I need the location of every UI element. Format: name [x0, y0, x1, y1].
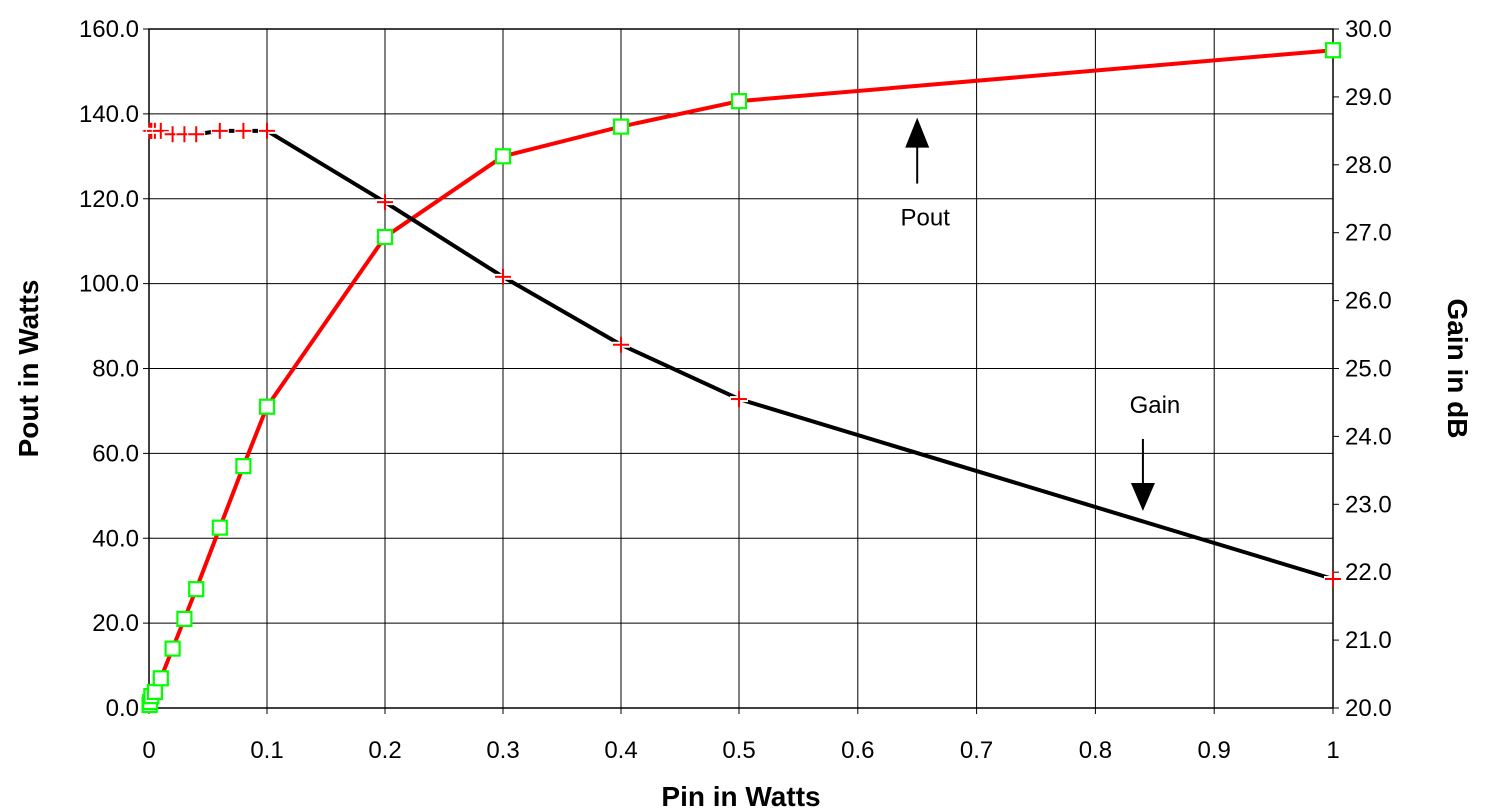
point-pout [176, 610, 193, 627]
y2-tick-label: 29.0 [1345, 84, 1392, 111]
x-tick-label: 0.6 [841, 737, 874, 764]
x-tick-label: 0.4 [604, 737, 637, 764]
y2-tick-label: 30.0 [1345, 16, 1392, 43]
y-tick-label: 0.0 [106, 695, 139, 722]
y2-tick-label: 26.0 [1345, 288, 1392, 315]
annotation-pout: Pout [901, 117, 951, 232]
point-pout [494, 148, 512, 165]
y-tick-label: 40.0 [92, 525, 139, 552]
arrow-up-icon [905, 117, 930, 148]
y2-tick-label: 28.0 [1345, 152, 1392, 179]
point-gain [376, 194, 394, 211]
y2-tick-label: 20.0 [1345, 695, 1392, 722]
point-gain [730, 391, 748, 408]
point-gain [1324, 570, 1342, 587]
point-pout [188, 581, 205, 598]
axes: 0 0.1 0.2 0.3 0.4 0.5 0.6 0.7 0.8 0.9 1 0.0 20.0 40.0… [79, 16, 1392, 764]
x-tick-label: 0.8 [1079, 737, 1112, 764]
series-line-gain [148, 128, 1334, 581]
y2-tick-label: 24.0 [1345, 423, 1392, 450]
grid-lines [148, 28, 1334, 709]
point-pout [1324, 42, 1342, 59]
y-tick-label: 20.0 [92, 610, 139, 637]
point-pout [146, 683, 163, 700]
y-tick-label: 80.0 [92, 356, 139, 383]
point-gain [234, 122, 253, 139]
point-pout [164, 640, 181, 657]
annotation-gain: Gain [1130, 392, 1181, 511]
point-gain [187, 126, 206, 143]
point-pout [211, 519, 228, 536]
point-gain [494, 268, 512, 285]
x-tick-label: 0.2 [368, 737, 401, 764]
x-tick-label: 0.3 [486, 737, 519, 764]
x-tick-label: 0.7 [960, 737, 993, 764]
y2-tick-label: 23.0 [1345, 491, 1392, 518]
x-tick-label: 0.1 [250, 737, 283, 764]
y-axis-title: Pout in Watts [13, 280, 44, 458]
y2-tick-label: 21.0 [1345, 627, 1392, 654]
annotations: Pout Gain [901, 117, 1181, 511]
x-axis-title: Pin in Watts [661, 781, 820, 812]
y-tick-label: 60.0 [92, 440, 139, 467]
annotation-label: Pout [901, 205, 951, 232]
x-tick-label: 1 [1326, 737, 1339, 764]
y2-axis-title: Gain in dB [1442, 299, 1473, 439]
y2-tick-label: 22.0 [1345, 559, 1392, 586]
point-gain [210, 122, 229, 139]
point-pout [152, 670, 169, 687]
point-gain [612, 336, 630, 353]
x-tick-label: 0.5 [722, 737, 755, 764]
point-pout [258, 398, 276, 415]
x-tick-label: 0 [142, 737, 155, 764]
x-tick-label: 0.9 [1198, 737, 1231, 764]
point-pout [235, 458, 252, 475]
y2-tick-label: 25.0 [1345, 356, 1392, 383]
y2-tick-label: 27.0 [1345, 220, 1392, 247]
point-pout [612, 118, 630, 135]
point-gain [151, 122, 170, 139]
arrow-down-icon [1130, 482, 1155, 511]
point-gain [258, 122, 276, 139]
series-layer [140, 42, 1342, 714]
annotation-label: Gain [1130, 392, 1181, 419]
y-tick-label: 120.0 [79, 186, 139, 213]
point-pout [730, 93, 748, 110]
series-line-pout [147, 48, 1334, 706]
y-tick-label: 100.0 [79, 271, 139, 298]
y-tick-label: 160.0 [79, 16, 139, 43]
y-tick-label: 140.0 [79, 101, 139, 128]
point-pout [376, 228, 394, 246]
